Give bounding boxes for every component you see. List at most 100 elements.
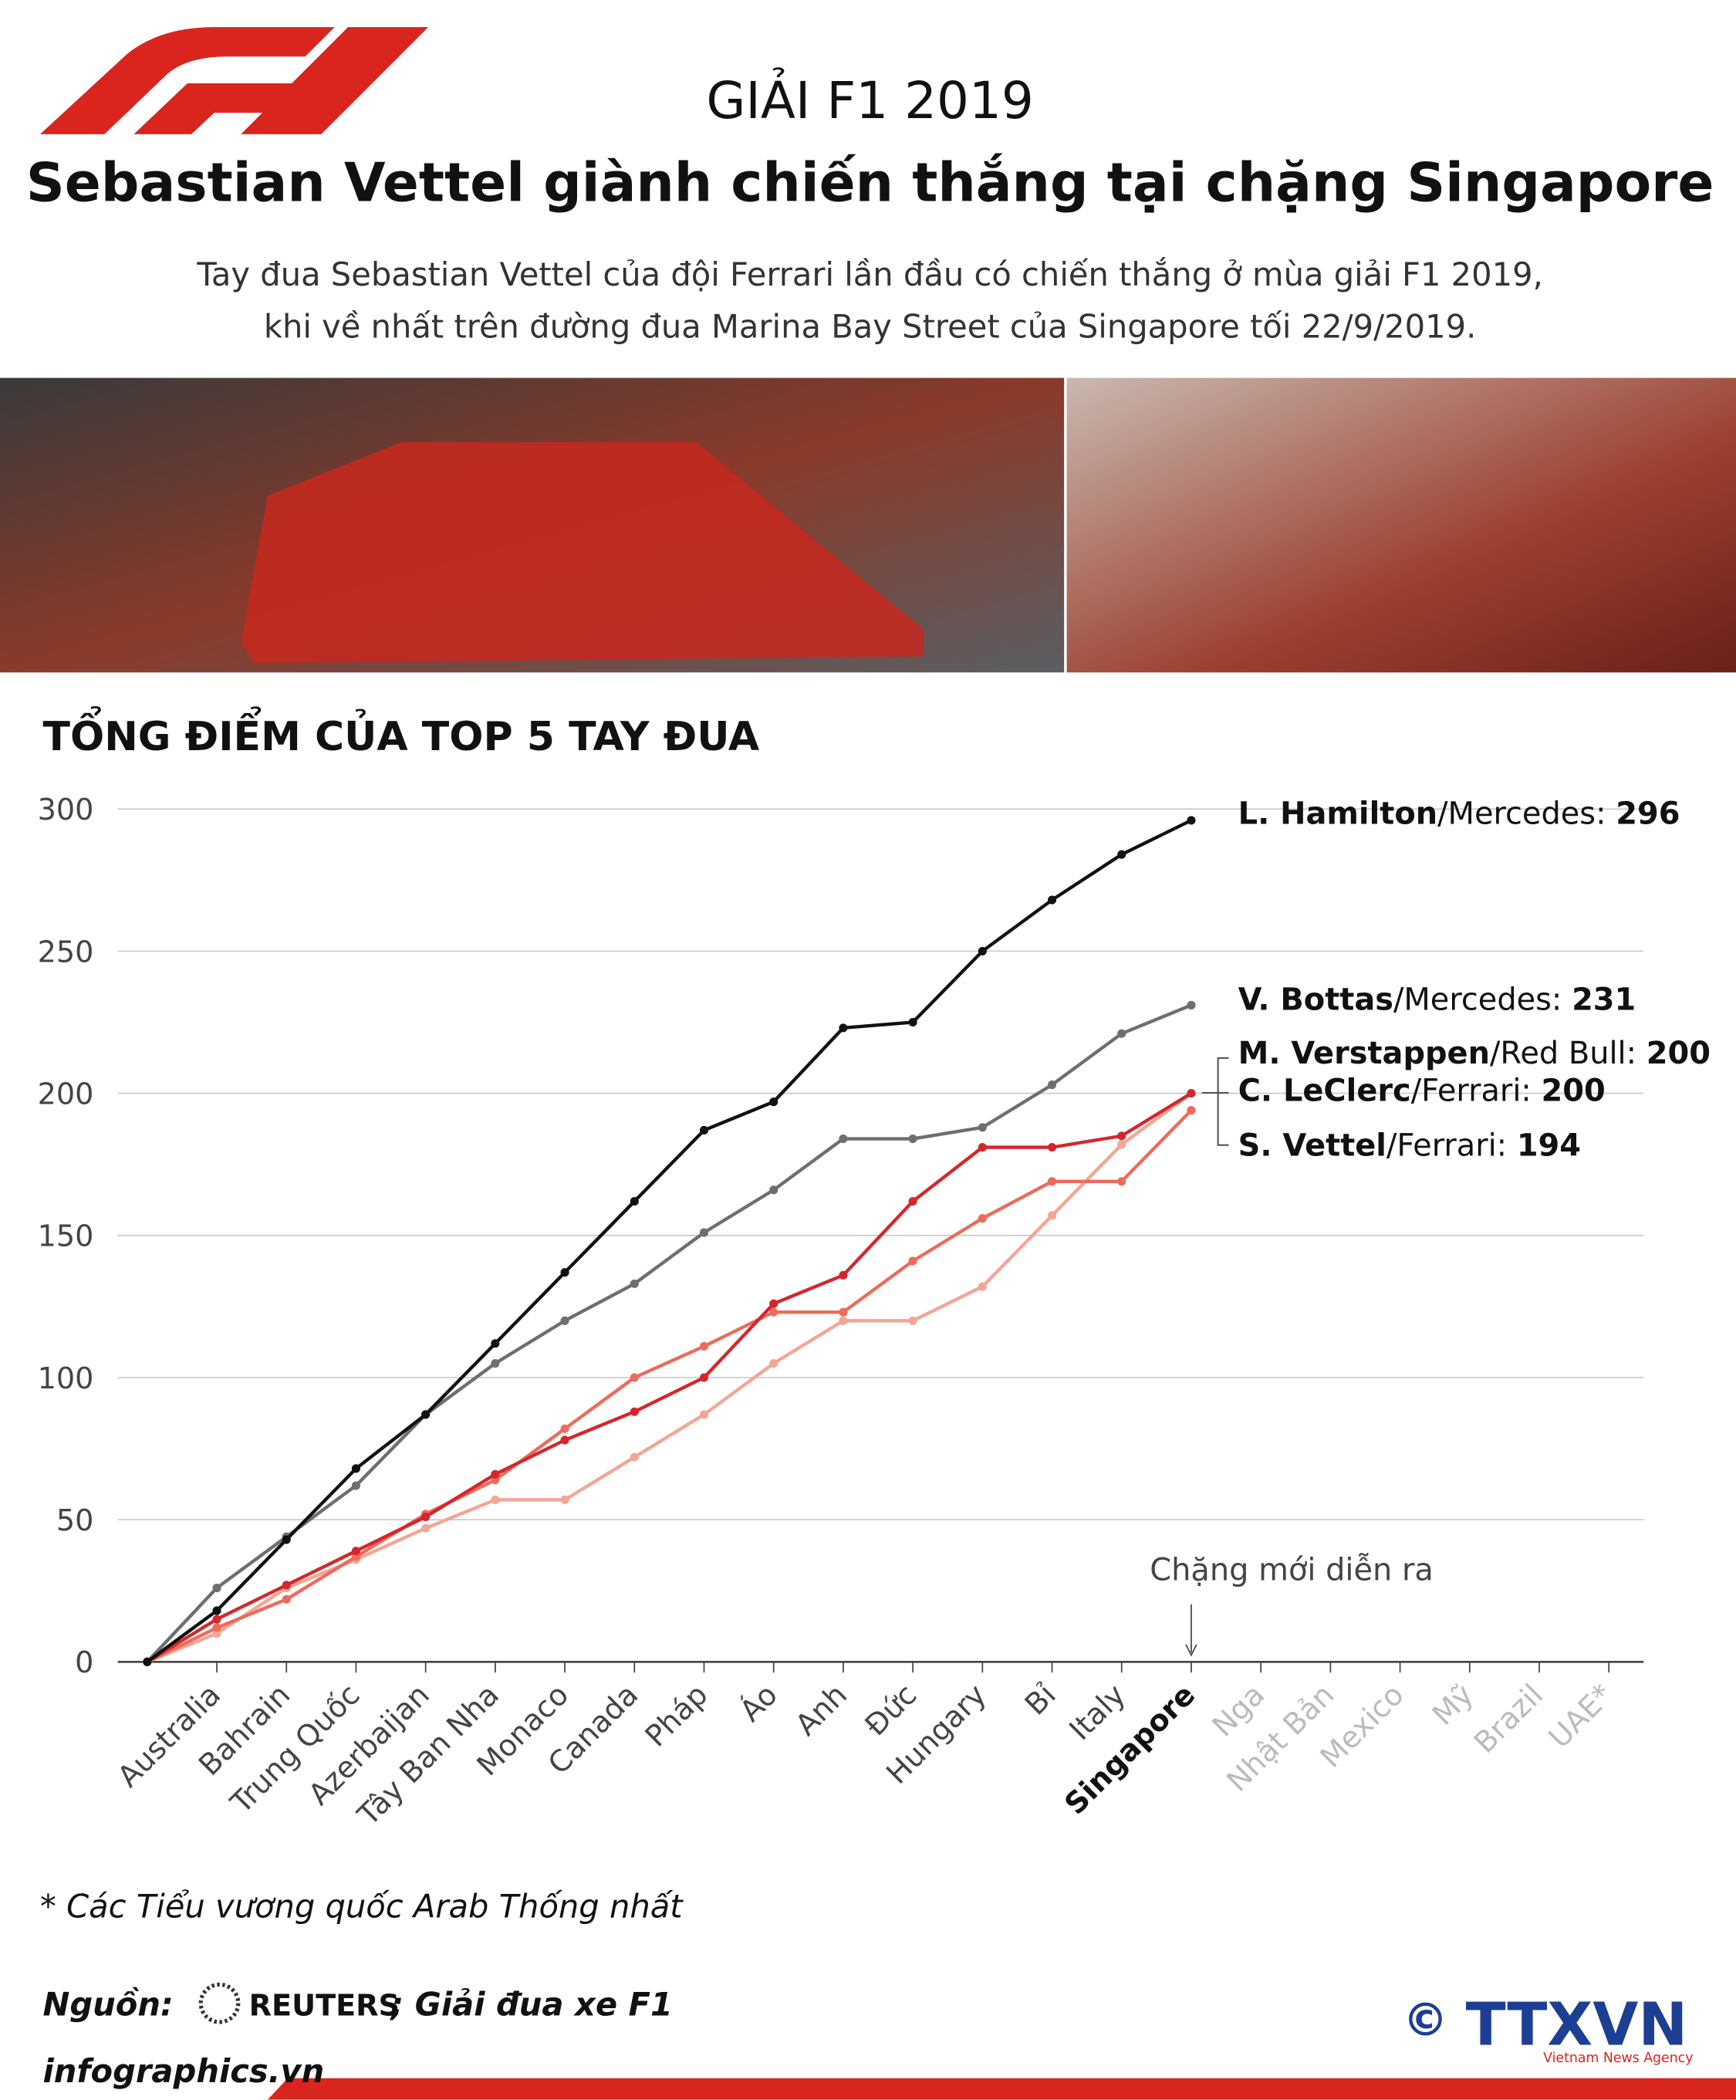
- point: [560, 1495, 569, 1504]
- source-brand: REUTERS: [249, 1988, 400, 2022]
- point: [630, 1373, 639, 1382]
- x-tick-label: Mỹ: [1426, 1678, 1480, 1732]
- series-team: /Red Bull:: [1490, 1036, 1636, 1071]
- point: [1117, 850, 1126, 859]
- point: [212, 1623, 221, 1632]
- point: [839, 1134, 848, 1144]
- series-value-label: 200: [1542, 1073, 1606, 1108]
- f1-logo: [40, 27, 429, 134]
- x-tick-label: Anh: [789, 1678, 853, 1743]
- point: [839, 1316, 848, 1325]
- point: [1117, 1029, 1126, 1038]
- point: [1187, 816, 1196, 825]
- point: [769, 1307, 778, 1317]
- y-tick-label: 250: [38, 935, 94, 969]
- point: [978, 1214, 987, 1223]
- y-tick-label: 300: [38, 793, 94, 827]
- point: [978, 1282, 987, 1291]
- series-space: [1606, 796, 1616, 831]
- point: [1187, 1106, 1196, 1115]
- point: [1117, 1140, 1126, 1149]
- point: [1047, 1211, 1057, 1220]
- point: [769, 1358, 778, 1368]
- series-team: /Ferrari:: [1386, 1128, 1507, 1164]
- reuters-logo: [198, 1982, 241, 2024]
- series-value-label: 296: [1616, 796, 1680, 831]
- point: [978, 1143, 987, 1152]
- series-line: [147, 1091, 1193, 1664]
- series-label: M. Verstappen/Red Bull: 200: [1238, 1036, 1711, 1071]
- point: [630, 1279, 639, 1288]
- point: [839, 1307, 848, 1317]
- footnote: * Các Tiểu vương quốc Arab Thống nhất: [40, 1888, 684, 1926]
- point: [630, 1197, 639, 1206]
- point: [351, 1464, 361, 1473]
- series-line: [146, 1091, 1193, 1664]
- series-space: [1562, 982, 1572, 1017]
- title: GIẢI F1 2019: [706, 68, 1034, 130]
- point: [839, 1023, 848, 1033]
- agency-sub: Vietnam News Agency: [1543, 2051, 1693, 2066]
- point: [282, 1594, 291, 1604]
- point: [143, 1657, 152, 1666]
- copyright: ©: [1403, 1993, 1448, 2046]
- point: [351, 1547, 361, 1556]
- series-name: L. Hamilton: [1238, 796, 1437, 831]
- point: [491, 1358, 500, 1368]
- series-name: M. Verstappen: [1238, 1036, 1490, 1071]
- y-tick-label: 200: [38, 1077, 94, 1111]
- annotation: Chặng mới diễn ra: [1150, 1552, 1434, 1588]
- point: [351, 1481, 361, 1490]
- point: [908, 1197, 917, 1206]
- series-label: L. Hamilton/Mercedes: 296: [1238, 796, 1680, 831]
- series-line: [146, 1109, 1193, 1664]
- series-team: /Ferrari:: [1411, 1073, 1532, 1108]
- photo-car-shape: [241, 441, 924, 664]
- y-tick-label: 100: [38, 1361, 94, 1395]
- point: [1047, 1080, 1057, 1090]
- series-name: C. LeClerc: [1238, 1073, 1411, 1108]
- point: [560, 1436, 569, 1445]
- chart: 050100150200250300AustraliaBahrainTrung …: [38, 793, 1711, 1832]
- point: [282, 1535, 291, 1544]
- point: [699, 1410, 709, 1419]
- point: [699, 1228, 709, 1237]
- subtitle: Tay đua Sebastian Vettel của đội Ferrari…: [196, 255, 1542, 293]
- point: [769, 1185, 778, 1195]
- x-tick-label: Brazil: [1467, 1678, 1549, 1760]
- x-tick-label: Pháp: [639, 1678, 714, 1753]
- point: [1117, 1131, 1126, 1141]
- point: [769, 1097, 778, 1107]
- annotation-arrowhead: [1185, 1644, 1197, 1657]
- point: [1187, 1000, 1196, 1009]
- agency: TTXVN: [1466, 1990, 1688, 2058]
- point: [491, 1469, 500, 1479]
- source-rest: ; Giải đua xe F1: [390, 1985, 673, 2023]
- series-label: S. Vettel/Ferrari: 194: [1238, 1128, 1581, 1164]
- series-line: [146, 1003, 1192, 1663]
- x-tick-label: Áo: [732, 1676, 784, 1728]
- point: [630, 1452, 639, 1462]
- series-line: [146, 819, 1192, 1664]
- point: [908, 1134, 917, 1144]
- leader-line: [1201, 1057, 1229, 1146]
- series-space: [1532, 1073, 1542, 1108]
- point: [560, 1316, 569, 1325]
- y-tick-label: 150: [38, 1219, 94, 1253]
- x-tick-label: UAE*: [1542, 1678, 1619, 1755]
- point: [908, 1256, 917, 1266]
- point: [212, 1606, 221, 1615]
- point: [560, 1268, 569, 1277]
- series-space: [1507, 1128, 1517, 1164]
- point: [212, 1615, 221, 1624]
- point: [421, 1512, 431, 1521]
- series-label: C. LeClerc/Ferrari: 200: [1238, 1073, 1606, 1108]
- footer-bar: [267, 2078, 1736, 2100]
- point: [908, 1017, 917, 1027]
- y-tick-label: 0: [75, 1645, 93, 1679]
- point: [839, 1270, 848, 1280]
- chart-title: TỔNG ĐIỂM CỦA TOP 5 TAY ĐUA: [43, 706, 760, 760]
- point: [421, 1410, 431, 1419]
- series-space: [1636, 1036, 1646, 1071]
